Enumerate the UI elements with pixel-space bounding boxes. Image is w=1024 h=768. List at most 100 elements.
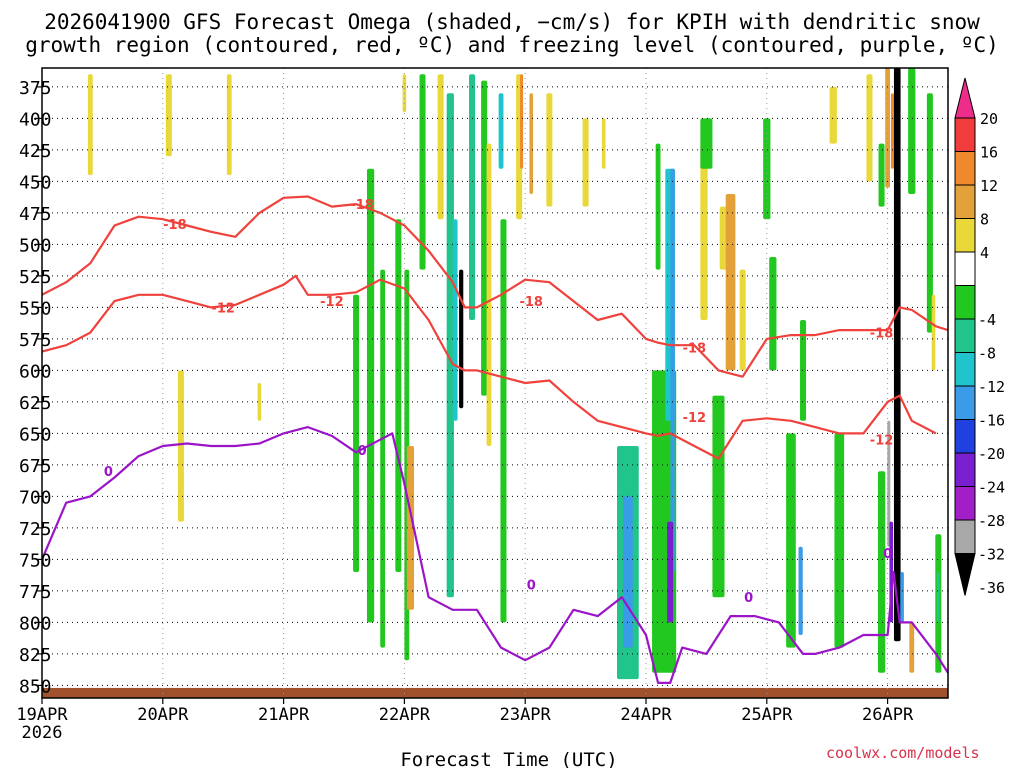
- omega-patch: [769, 257, 777, 371]
- freezing-level-contour-label: 0: [744, 591, 753, 606]
- omega-patch: [887, 420, 891, 547]
- omega-shading-layer: [87, 68, 942, 680]
- colorbar-label: -12: [978, 378, 1005, 396]
- dgz-contour-label: -12: [211, 301, 235, 316]
- omega-patch: [798, 546, 803, 635]
- y-tick-label: 725: [19, 519, 52, 540]
- colorbar-segment: [954, 385, 976, 420]
- freezing-level-contour: [42, 426, 948, 684]
- dgz-contour-label: -18: [870, 327, 894, 342]
- colorbar-segment: [954, 452, 976, 487]
- omega-patch: [486, 143, 492, 446]
- omega-patch: [353, 294, 360, 572]
- omega-patch: [419, 74, 426, 270]
- x-axis-title: Forecast Time (UTC): [400, 749, 617, 768]
- y-tick-label: 650: [19, 424, 52, 445]
- chart-title-line-2: growth region (contoured, red, ºC) and f…: [25, 33, 999, 57]
- omega-patch: [165, 74, 172, 157]
- omega-patch: [739, 269, 746, 371]
- omega-patch: [481, 80, 488, 396]
- omega-patch: [878, 143, 885, 207]
- omega-patch: [87, 74, 93, 176]
- omega-patch: [655, 143, 661, 270]
- plot-frame: [41, 67, 949, 699]
- colorbar-label: 8: [980, 211, 989, 229]
- colorbar-label: -4: [978, 311, 996, 329]
- y-tick-label: 825: [19, 645, 52, 666]
- freezing-level-contour-label: 0: [358, 444, 367, 459]
- colorbar-segment: [954, 318, 976, 353]
- colorbar-segment: [954, 184, 976, 219]
- x-tick-label: 19APR: [16, 705, 68, 725]
- x-axis: 19APR 20APR 21APR 22APR 23APR 24APR 25APR 26APR…: [16, 698, 914, 743]
- colorbar-label: 20: [980, 110, 998, 128]
- y-tick-label: 850: [19, 676, 52, 697]
- dgz-contour: [42, 195, 948, 378]
- colorbar-segment: [954, 519, 976, 554]
- omega-patch: [700, 118, 713, 169]
- omega-patch: [395, 219, 402, 572]
- omega-patch: [446, 93, 454, 598]
- colorbar-segment: [954, 117, 976, 152]
- colorbar-segment: [954, 218, 976, 253]
- omega-patch: [909, 622, 915, 673]
- colorbar-label: -28: [978, 512, 1005, 530]
- omega-patch: [936, 572, 940, 623]
- dgz-contour-label: -12: [870, 434, 894, 449]
- omega-patch: [437, 74, 444, 220]
- omega-patch: [380, 269, 386, 648]
- colorbar-segment: [954, 151, 976, 186]
- colorbar-label: -32: [978, 546, 1005, 564]
- y-tick-label: 675: [19, 456, 52, 477]
- y-tick-label: 700: [19, 487, 52, 508]
- omega-patch: [786, 433, 796, 648]
- x-year-label: 2026: [22, 723, 63, 743]
- colorbar-segment: [954, 419, 976, 454]
- y-tick-label: 375: [19, 78, 52, 99]
- colorbar-label: -16: [978, 412, 1005, 430]
- omega-patch: [601, 118, 606, 169]
- omega-patch: [177, 370, 184, 522]
- contour-layer: -18 -18 -18 -18 -18 -12 -12 -12 -12 0 0 0 0 0: [42, 195, 948, 684]
- omega-patch: [700, 143, 708, 320]
- omega-patch: [257, 383, 262, 421]
- x-tick-label: 20APR: [137, 705, 189, 725]
- omega-patch: [800, 320, 807, 421]
- y-tick-label: 600: [19, 361, 52, 382]
- x-tick-label: 21APR: [258, 705, 310, 725]
- omega-patch: [667, 521, 674, 623]
- omega-patch: [725, 194, 736, 371]
- y-tick-label: 475: [19, 204, 52, 225]
- colorbar-top-arrow: [954, 77, 976, 119]
- x-tick-label: 25APR: [741, 705, 793, 725]
- y-tick-label: 750: [19, 550, 52, 571]
- y-tick-label: 800: [19, 613, 52, 634]
- omega-patch: [520, 74, 524, 169]
- omega-patch: [900, 572, 904, 623]
- omega-patch: [877, 471, 886, 673]
- omega-patch: [829, 86, 837, 144]
- omega-patch: [498, 93, 504, 169]
- dgz-contour-label: -18: [519, 295, 543, 310]
- dgz-contour-label: -12: [683, 411, 707, 426]
- colorbar: 20 16 12 8 4 -4 -8 -12 -16 -20 -24 -28 -32 -36: [954, 77, 1005, 597]
- dgz-contour-label: -18: [350, 198, 374, 213]
- colorbar-label: 16: [980, 144, 998, 162]
- colorbar-label: -20: [978, 445, 1005, 463]
- colorbar-segment: [954, 251, 976, 286]
- omega-patch: [406, 446, 415, 610]
- omega-patch: [582, 118, 589, 207]
- colorbar-label: -24: [978, 479, 1005, 497]
- omega-patch: [226, 74, 232, 176]
- y-tick-label: 575: [19, 330, 52, 351]
- watermark: coolwx.com/models: [826, 744, 980, 762]
- colorbar-segment: [954, 486, 976, 521]
- x-tick-label: 22APR: [379, 705, 431, 725]
- omega-patch: [712, 395, 725, 598]
- x-tick-label: 23APR: [500, 705, 552, 725]
- colorbar-label: 12: [980, 177, 998, 195]
- y-tick-label: 775: [19, 582, 52, 603]
- dgz-contour-label: -18: [683, 342, 707, 357]
- colorbar-segment: [954, 352, 976, 387]
